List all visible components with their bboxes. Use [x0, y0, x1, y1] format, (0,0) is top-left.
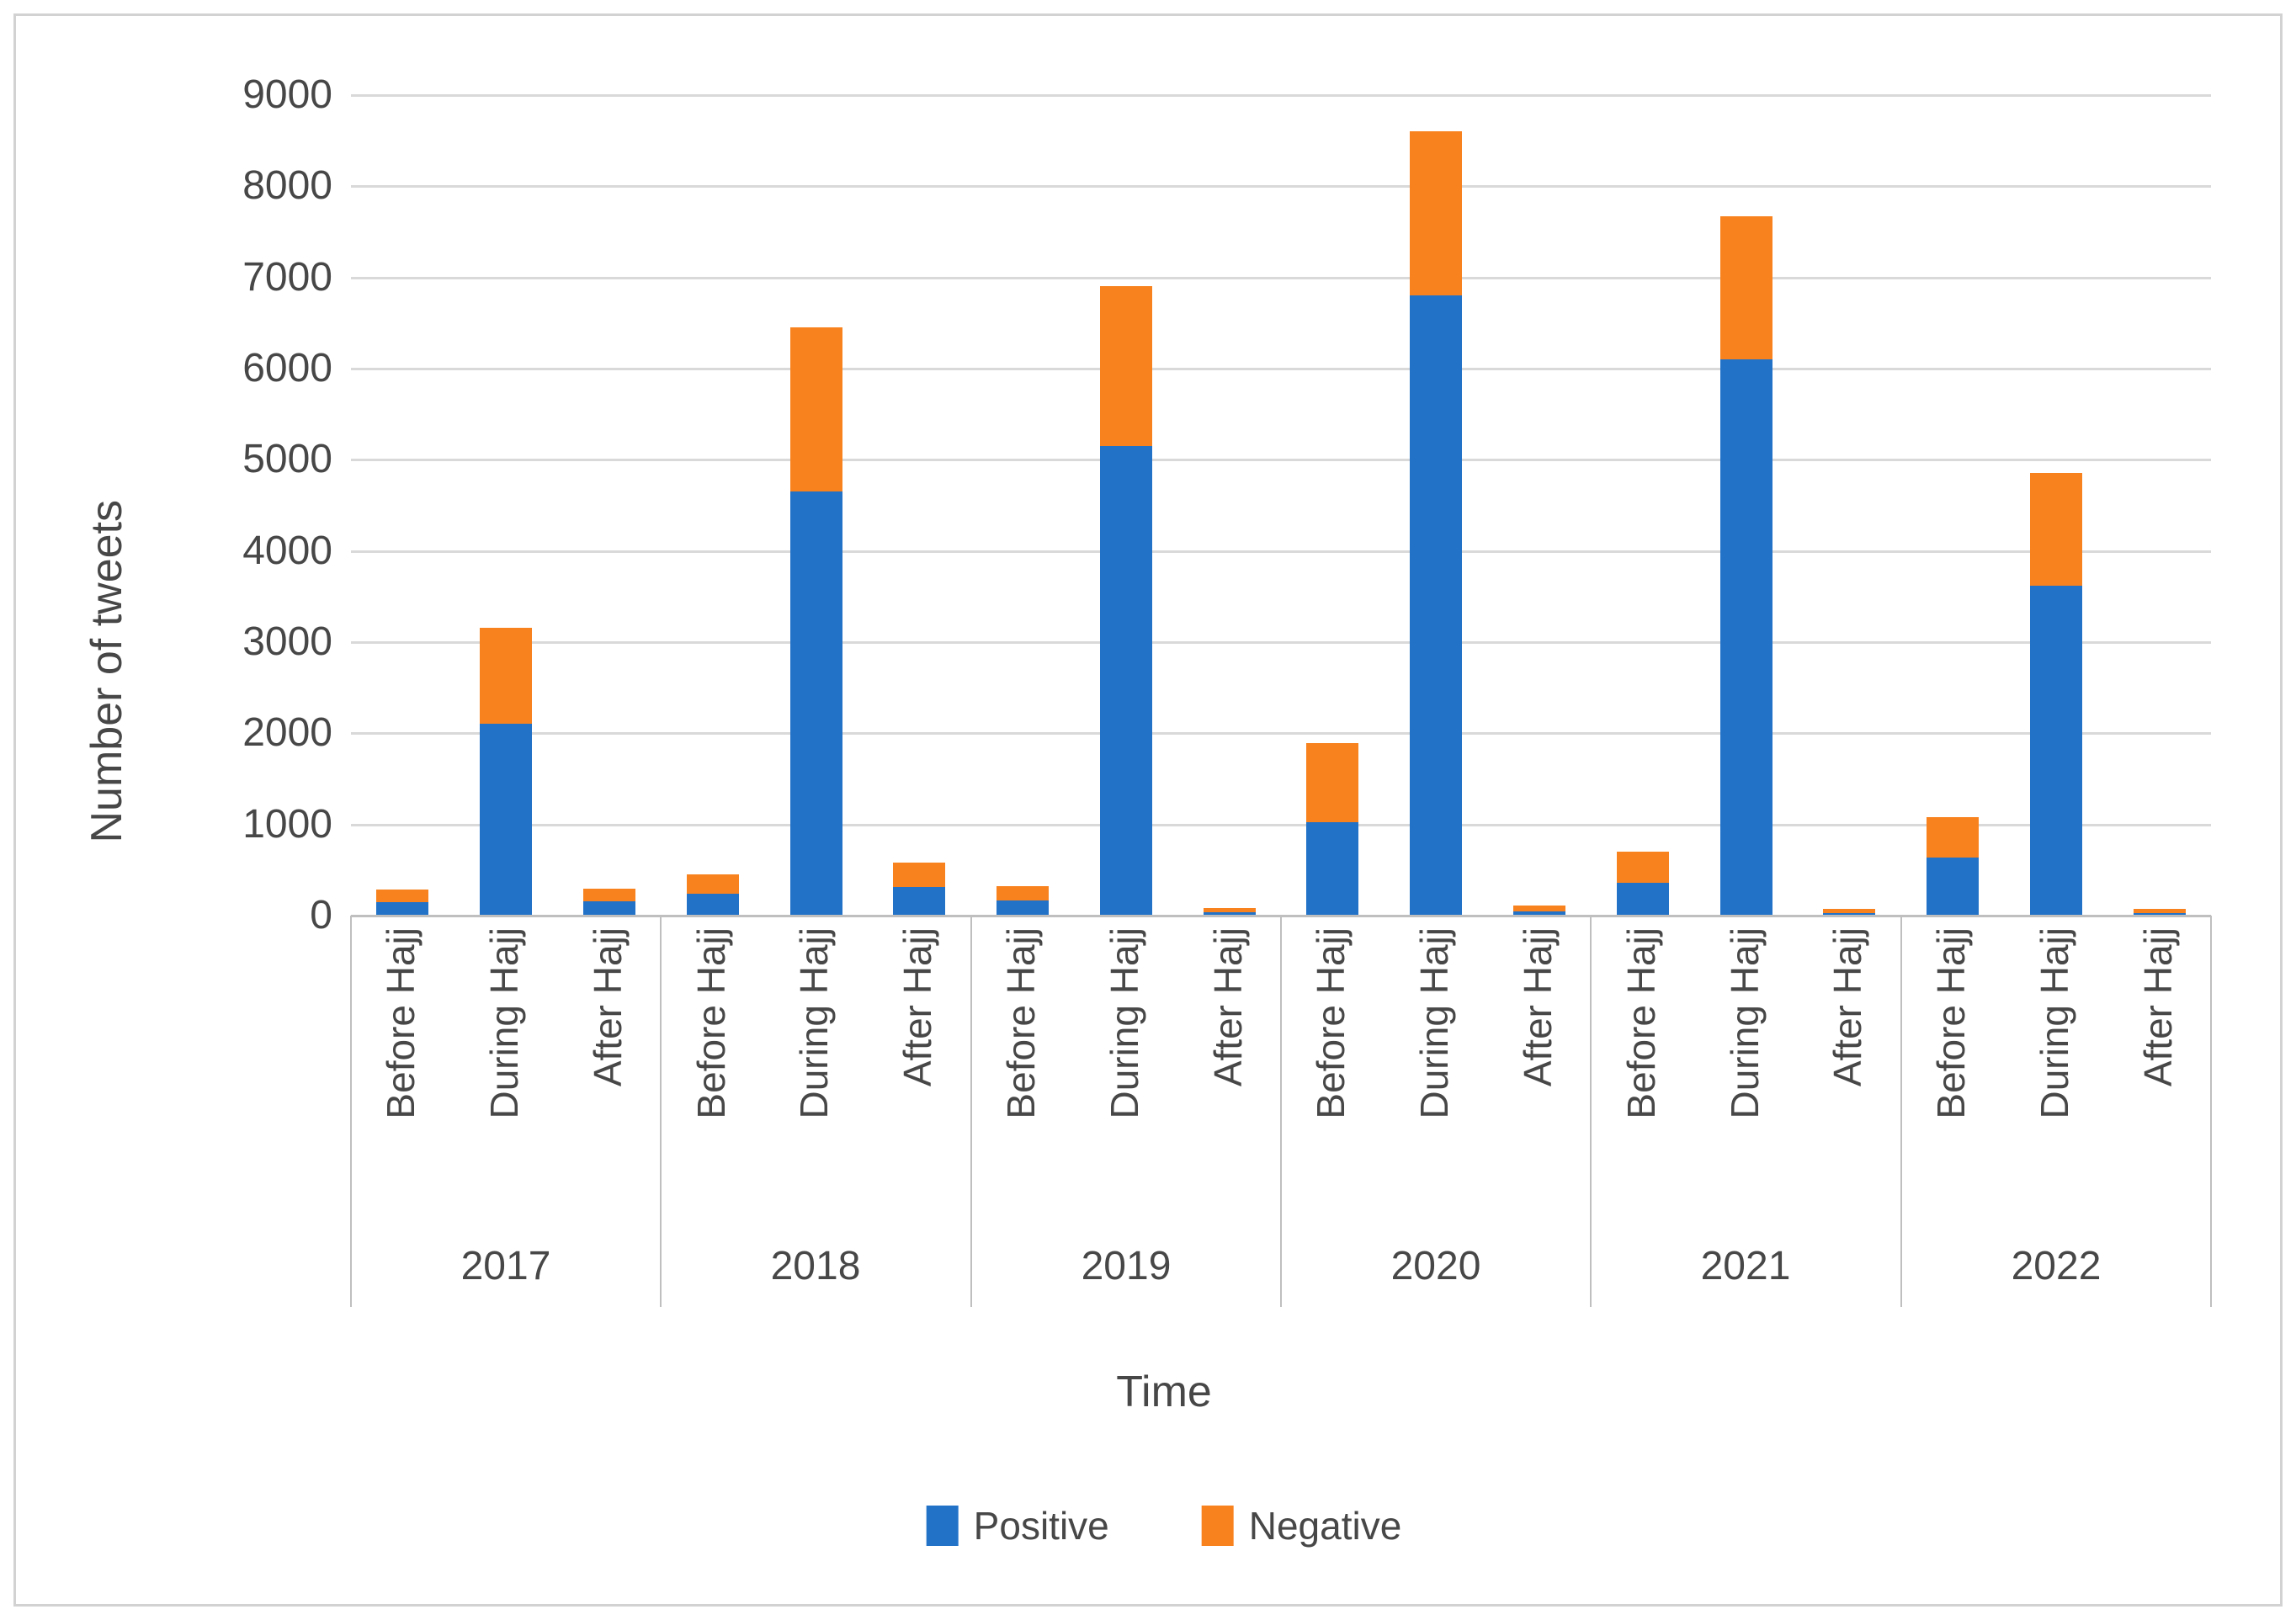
y-tick-label-6000: 6000: [242, 346, 332, 390]
bar-2018-during-hajj-positive: [790, 491, 842, 916]
bar-2022-during-hajj-positive: [2030, 586, 2082, 916]
bar-2022-during-hajj-negative: [2030, 473, 2082, 586]
category-label-2021-during-hajj: During Hajj: [1723, 927, 1767, 1119]
y-tick-label-3000: 3000: [242, 619, 332, 664]
y-tick-label-1000: 1000: [242, 801, 332, 847]
bar-2017-before-hajj-negative: [376, 890, 428, 902]
category-label-2019-before-hajj: Before Hajj: [999, 927, 1043, 1119]
gridline-9000: [351, 94, 2211, 97]
group-separator: [970, 916, 972, 1307]
bar-2018-before-hajj-positive: [687, 894, 739, 916]
group-separator: [1590, 916, 1592, 1307]
category-label-2017-after-hajj: After Hajj: [586, 927, 630, 1087]
bar-2017-during-hajj-positive: [480, 724, 532, 916]
category-label-2022-before-hajj: Before Hajj: [1929, 927, 1973, 1119]
legend-label-negative: Negative: [1248, 1504, 1402, 1548]
gridline-5000: [351, 459, 2211, 461]
bar-2018-during-hajj-negative: [790, 327, 842, 491]
year-label-2019: 2019: [1081, 1244, 1172, 1288]
bar-2021-during-hajj-positive: [1720, 359, 1772, 916]
year-label-2018: 2018: [770, 1244, 861, 1288]
category-label-2022-after-hajj: After Hajj: [2136, 927, 2180, 1087]
bar-2021-before-hajj-positive: [1617, 883, 1669, 916]
gridline-4000: [351, 550, 2211, 553]
legend-label-positive: Positive: [973, 1504, 1109, 1548]
gridline-2000: [351, 732, 2211, 735]
group-separator: [1900, 916, 1902, 1307]
category-label-2020-before-hajj: Before Hajj: [1309, 927, 1353, 1119]
gridline-7000: [351, 277, 2211, 279]
bar-2020-after-hajj-negative: [1513, 906, 1565, 911]
bar-2022-before-hajj-positive: [1927, 858, 1979, 916]
legend-marker-positive: [926, 1506, 959, 1546]
bar-2022-before-hajj-negative: [1927, 817, 1979, 858]
bar-2017-before-hajj-positive: [376, 902, 428, 916]
bar-2019-before-hajj-positive: [997, 900, 1049, 916]
year-label-2021: 2021: [1700, 1244, 1791, 1288]
gridline-1000: [351, 824, 2211, 826]
y-tick-label-4000: 4000: [242, 528, 332, 573]
bar-2017-after-hajj-negative: [583, 889, 635, 901]
group-separator: [660, 916, 662, 1307]
bar-2021-after-hajj-positive: [1823, 913, 1875, 916]
bar-2020-after-hajj-positive: [1513, 911, 1565, 916]
bar-2018-after-hajj-positive: [893, 887, 945, 916]
bar-2021-before-hajj-negative: [1617, 852, 1669, 883]
category-label-2022-during-hajj: During Hajj: [2033, 927, 2076, 1119]
y-axis-title: Number of tweets: [82, 500, 131, 843]
y-tick-label-8000: 8000: [242, 163, 332, 209]
figure-frame: Number of tweets 0 1000 2000 3000 4000 5000 60…: [13, 13, 2283, 1607]
bar-2019-during-hajj-negative: [1100, 286, 1152, 446]
y-tick-label-9000: 9000: [242, 72, 332, 117]
bar-2021-during-hajj-negative: [1720, 216, 1772, 359]
bar-2017-after-hajj-positive: [583, 901, 635, 916]
y-tick-label-0: 0: [310, 893, 332, 937]
bar-2022-after-hajj-negative: [2134, 909, 2186, 913]
category-label-2019-during-hajj: During Hajj: [1103, 927, 1146, 1119]
category-label-2021-after-hajj: After Hajj: [1826, 927, 1869, 1087]
year-label-2022: 2022: [2011, 1244, 2102, 1288]
group-separator: [2210, 916, 2212, 1307]
category-label-2017-before-hajj: Before Hajj: [379, 927, 423, 1119]
category-label-2018-during-hajj: During Hajj: [792, 927, 836, 1119]
legend-item-negative: Negative: [1201, 1504, 1402, 1548]
gridline-3000: [351, 641, 2211, 644]
y-tick-label-2000: 2000: [242, 710, 332, 756]
bar-2019-before-hajj-negative: [997, 886, 1049, 900]
category-label-2020-after-hajj: After Hajj: [1516, 927, 1560, 1087]
year-label-2017: 2017: [460, 1244, 551, 1288]
category-label-2017-during-hajj: During Hajj: [482, 927, 526, 1119]
y-tick-label-5000: 5000: [242, 437, 332, 482]
gridline-8000: [351, 185, 2211, 188]
group-separator: [350, 916, 352, 1307]
x-axis-title: Time: [1116, 1368, 1212, 1416]
bar-2019-after-hajj-negative: [1204, 908, 1256, 912]
group-separator: [1280, 916, 1282, 1307]
bar-2018-after-hajj-negative: [893, 863, 945, 887]
legend: Positive Negative: [926, 1504, 1402, 1548]
bar-2017-during-hajj-negative: [480, 628, 532, 724]
bar-2020-before-hajj-negative: [1306, 743, 1358, 822]
y-tick-label-7000: 7000: [242, 254, 332, 300]
category-label-2020-during-hajj: During Hajj: [1412, 927, 1456, 1119]
bar-2020-during-hajj-positive: [1410, 295, 1462, 916]
bar-2020-during-hajj-negative: [1410, 131, 1462, 295]
year-label-2020: 2020: [1390, 1244, 1481, 1288]
legend-item-positive: Positive: [926, 1504, 1109, 1548]
category-label-2019-after-hajj: After Hajj: [1206, 927, 1250, 1087]
plot-area: [351, 94, 2211, 917]
bar-2018-before-hajj-negative: [687, 874, 739, 894]
bar-2020-before-hajj-positive: [1306, 822, 1358, 916]
category-label-2018-before-hajj: Before Hajj: [689, 927, 733, 1119]
bar-2019-during-hajj-positive: [1100, 446, 1152, 916]
legend-marker-negative: [1201, 1506, 1234, 1546]
bar-2022-after-hajj-positive: [2134, 913, 2186, 916]
bar-2021-after-hajj-negative: [1823, 909, 1875, 913]
category-label-2018-after-hajj: After Hajj: [896, 927, 939, 1087]
bar-2019-after-hajj-positive: [1204, 912, 1256, 916]
category-label-2021-before-hajj: Before Hajj: [1619, 927, 1663, 1119]
gridline-6000: [351, 368, 2211, 370]
